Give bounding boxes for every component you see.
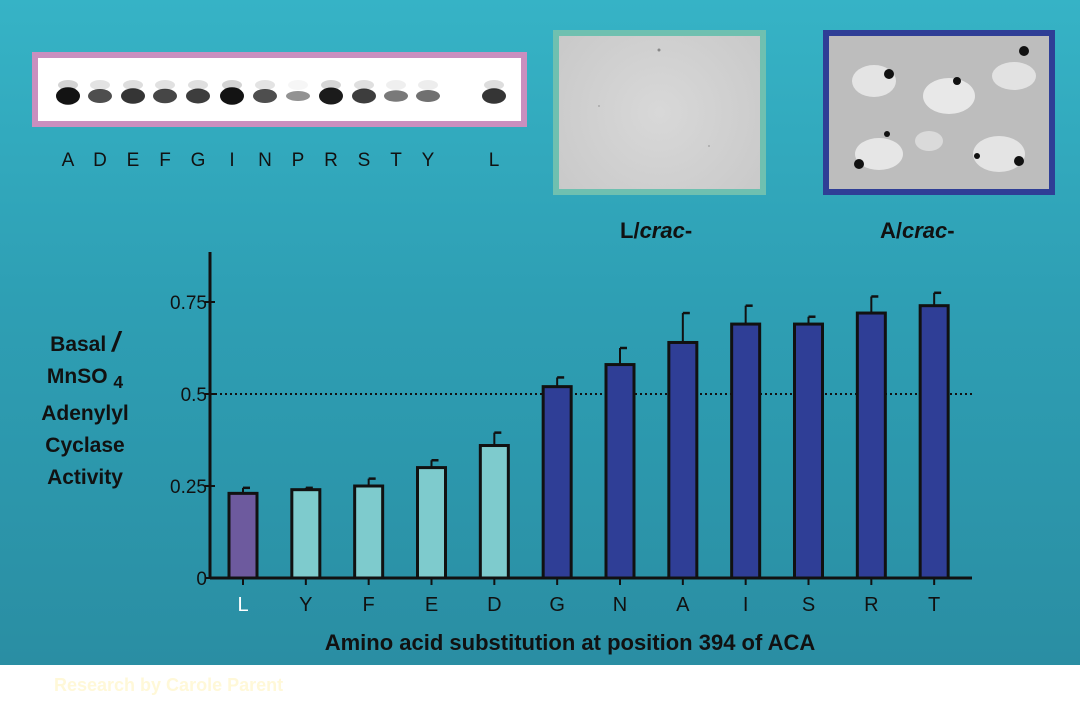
- gel-band-smear-Y: [418, 80, 438, 90]
- gel-band-S: [352, 88, 376, 104]
- gel-lane-label-E: E: [126, 150, 140, 171]
- gel-lane-label-S: S: [357, 150, 371, 171]
- x-tick-label-L: L: [237, 594, 248, 616]
- y-axis-label-line1: Basal: [50, 333, 107, 356]
- gel-lane-label-L: L: [488, 150, 500, 171]
- gel-lane-label-P: P: [291, 150, 305, 171]
- y-axis-label-line2: MnSO: [46, 365, 108, 388]
- gel-lane-label-F: F: [159, 150, 171, 171]
- gel-lane-label-D: D: [93, 150, 107, 171]
- gel-lane-label-T: T: [390, 150, 402, 171]
- micrograph-l-texture: [598, 48, 710, 147]
- gel-band-R: [319, 87, 343, 105]
- gel-band-smear-I: [222, 80, 242, 90]
- gel-blot-image: [56, 80, 506, 105]
- y-axis-label: Basal / MnSO 4 Adenylyl Cyclase Activity: [20, 326, 150, 494]
- bar-I: [730, 322, 762, 580]
- gel-band-smear-N: [255, 80, 275, 90]
- bar-E: [416, 466, 447, 580]
- x-tick-label-S: S: [802, 594, 815, 616]
- gel-blot-panel: [32, 52, 527, 127]
- gel-band-I: [220, 87, 244, 105]
- bar-S: [793, 322, 824, 580]
- micrograph-l-crac: [553, 30, 766, 195]
- gel-band-N: [253, 89, 277, 103]
- bar-G: [541, 385, 573, 580]
- bar-A: [667, 340, 699, 580]
- bar-chart: 0 0.25 0.5 0.75 L Y F E D G N A I S R T: [170, 252, 972, 616]
- x-tick-label-A: A: [676, 594, 690, 616]
- bar-Y: [290, 488, 322, 580]
- y-axis-label-line5: Activity: [47, 466, 123, 490]
- gel-band-smear-L: [484, 80, 504, 90]
- x-tick-label-T: T: [928, 594, 940, 616]
- x-tick-label-I: I: [743, 594, 749, 616]
- bar-D: [478, 444, 510, 580]
- gel-band-smear-R: [321, 80, 341, 90]
- x-tick-label-R: R: [864, 594, 878, 616]
- y-axis-label-line3: Adenylyl: [41, 402, 129, 426]
- x-tick-label-F: F: [363, 594, 375, 616]
- gel-band-G: [186, 88, 210, 104]
- x-tick-label-D: D: [487, 594, 501, 616]
- y-axis-label-subscript: 4: [113, 372, 124, 393]
- gel-band-T: [384, 90, 408, 102]
- gel-band-Y: [416, 90, 440, 102]
- gel-band-smear-D: [90, 80, 110, 90]
- gel-band-A: [56, 87, 80, 105]
- gel-band-smear-S: [354, 80, 374, 90]
- gel-band-F: [153, 88, 177, 104]
- bar-R: [855, 311, 887, 580]
- y-axis-label-slash: /: [112, 326, 120, 357]
- gel-band-smear-E: [123, 80, 143, 90]
- x-tick-label-N: N: [613, 594, 627, 616]
- footer-credit: Research by Carole Parent: [54, 675, 284, 695]
- bar-N: [604, 363, 636, 580]
- gel-lane-label-R: R: [324, 150, 338, 171]
- gel-band-smear-F: [155, 80, 175, 90]
- y-tick-label: 0: [196, 569, 207, 590]
- x-tick-label-Y: Y: [299, 594, 312, 616]
- y-tick-label: 0.25: [170, 477, 207, 498]
- y-axis-label-line4: Cyclase: [45, 434, 125, 458]
- x-tick-label-E: E: [425, 594, 438, 616]
- gel-band-smear-G: [188, 80, 208, 90]
- gel-lane-label-I: I: [229, 150, 235, 171]
- gel-lane-label-N: N: [258, 150, 272, 171]
- caption-a-crac: A/crac-: [880, 218, 955, 243]
- gel-band-smear-T: [386, 80, 406, 90]
- bar-T: [918, 304, 950, 580]
- y-tick-label: 0.5: [181, 385, 207, 406]
- gel-band-E: [121, 88, 145, 104]
- gel-lane-label-Y: Y: [421, 150, 435, 171]
- gel-lane-label-A: A: [61, 150, 75, 171]
- bar-F: [353, 484, 385, 580]
- caption-l-crac: L/crac-: [620, 218, 693, 243]
- y-tick-label: 0.75: [170, 293, 207, 314]
- x-axis-label: Amino acid substitution at position 394 …: [324, 630, 816, 655]
- gel-band-smear-A: [58, 80, 78, 90]
- x-tick-label-G: G: [549, 594, 565, 616]
- micrograph-a-crac: [823, 30, 1055, 195]
- gel-band-P: [286, 91, 310, 101]
- gel-lane-label-G: G: [190, 150, 206, 171]
- gel-band-D: [88, 89, 112, 103]
- micrograph-a-cells: [852, 46, 1036, 172]
- gel-band-L: [482, 88, 506, 104]
- bar-L: [227, 491, 259, 580]
